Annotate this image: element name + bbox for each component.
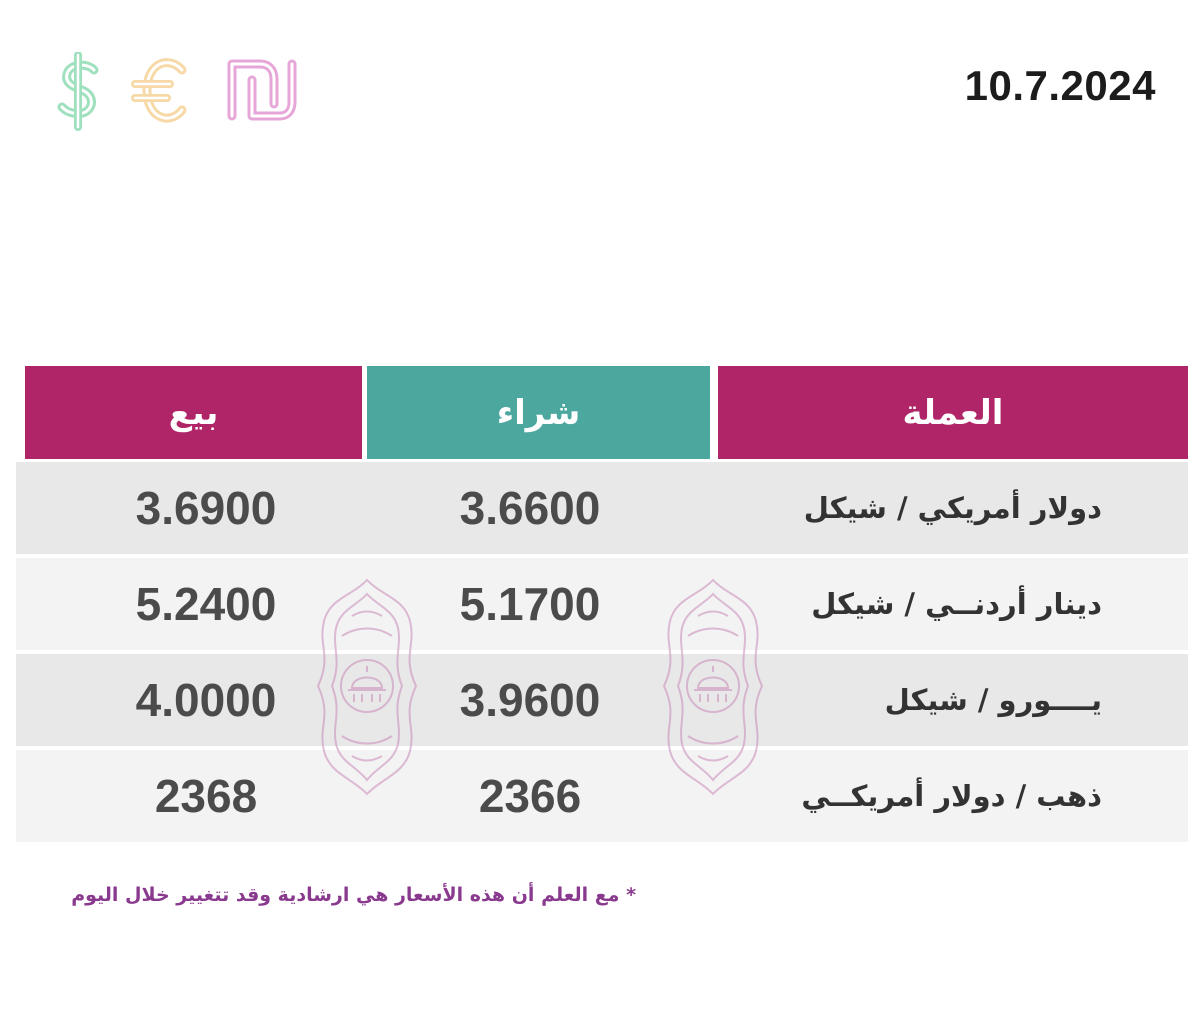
table-row: 5.2400 5.1700 دينار أردنــي / شيكل xyxy=(16,558,1188,650)
euro-icon xyxy=(131,58,187,123)
currency-pair-name: يــــورو / شيكل xyxy=(884,683,1102,717)
sell-rate: 2368 xyxy=(154,770,258,822)
sell-rate: 3.6900 xyxy=(135,482,277,534)
date-label: 10.7.2024 xyxy=(964,62,1156,109)
disclaimer-note: * مع العلم أن هذه الأسعار هي ارشادية وقد… xyxy=(71,884,636,906)
currency-icons xyxy=(52,52,302,132)
buy-rate: 5.1700 xyxy=(459,578,601,630)
table-row: 3.6900 3.6600 دولار أمريكي / شيكل xyxy=(16,462,1188,554)
currency-pair-name: ذهب / دولار أمريكــي xyxy=(801,779,1102,813)
buy-rate: 3.9600 xyxy=(459,674,601,726)
sell-rate: 4.0000 xyxy=(135,674,277,726)
table-row: 2368 2366 ذهب / دولار أمريكــي xyxy=(16,750,1188,842)
dollar-icon xyxy=(57,52,99,131)
sell-rate: 5.2400 xyxy=(135,578,277,630)
currency-pair-name: دينار أردنــي / شيكل xyxy=(811,587,1102,621)
table-row: 4.0000 3.9600 يــــورو / شيكل xyxy=(16,654,1188,746)
ornament-watermark-icon xyxy=(662,578,764,796)
currency-icons-svg xyxy=(57,52,297,131)
column-header-buy: شراء xyxy=(367,366,710,459)
currency-pair-name: دولار أمريكي / شيكل xyxy=(803,491,1102,525)
column-header-sell: بيع xyxy=(25,366,362,459)
ornament-watermark-icon xyxy=(316,578,418,796)
buy-rate: 3.6600 xyxy=(459,482,601,534)
buy-rate: 2366 xyxy=(478,770,582,822)
shekel-icon xyxy=(227,59,297,121)
column-header-currency: العملة xyxy=(718,366,1188,459)
